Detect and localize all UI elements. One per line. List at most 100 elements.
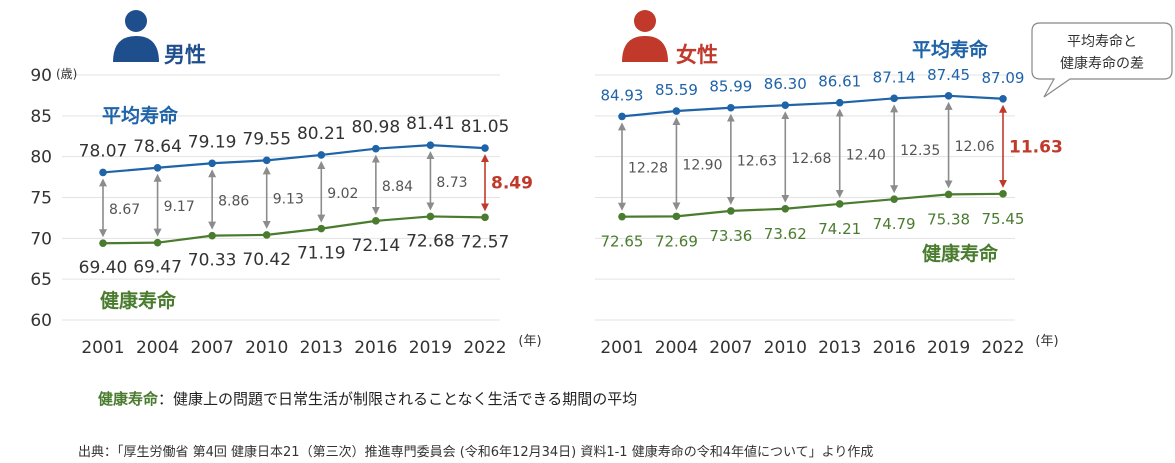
healthy-expectancy-value: 72.14 — [352, 236, 401, 256]
life-expectancy-point — [999, 94, 1007, 103]
healthy-expectancy-point — [208, 231, 216, 240]
healthy-expectancy-line — [621, 192, 1004, 218]
life-expectancy-series-label: 平均寿命 — [102, 104, 179, 127]
life-expectancy-point — [781, 101, 790, 110]
difference-label: 12.35 — [900, 143, 940, 159]
healthy-expectancy-line — [102, 215, 486, 245]
x-tick-label: 2001 — [81, 338, 124, 358]
healthy-expectancy-value: 69.47 — [133, 258, 182, 278]
life-expectancy-value: 78.64 — [133, 137, 182, 157]
life-expectancy-value: 85.99 — [709, 78, 752, 96]
life-expectancy-value: 79.19 — [188, 132, 237, 152]
life-expectancy-value: 80.21 — [297, 124, 346, 144]
panel-title: 女性 — [676, 43, 718, 67]
healthy-expectancy-value: 73.62 — [764, 225, 807, 243]
life-expectancy-point — [99, 168, 107, 177]
x-tick-label: 2019 — [409, 338, 452, 358]
life-expectancy-point — [262, 156, 271, 165]
life-expectancy-value: 81.41 — [406, 114, 455, 134]
difference-label: 9.17 — [164, 199, 195, 215]
healthy-expectancy-point — [372, 217, 380, 225]
healthy-expectancy-point — [317, 224, 326, 233]
difference-label: 11.63 — [1009, 137, 1063, 157]
healthy-expectancy-value: 74.21 — [818, 220, 861, 238]
x-tick-label: 2007 — [191, 338, 234, 358]
difference-label: 12.68 — [791, 151, 831, 167]
life-expectancy-value: 78.07 — [79, 141, 128, 161]
healthy-expectancy-value: 69.40 — [79, 258, 128, 278]
healthy-life-series-label: 健康寿命 — [100, 289, 177, 312]
healthy-expectancy-value: 73.36 — [709, 227, 752, 245]
x-tick-label: 2019 — [927, 338, 970, 358]
life-expectancy-value: 87.14 — [873, 68, 916, 86]
x-tick-label: 2013 — [300, 338, 343, 358]
healthy-expectancy-value: 72.69 — [655, 232, 698, 250]
difference-label: 12.40 — [846, 147, 886, 163]
difference-label: 12.28 — [628, 161, 668, 177]
y-tick-label: 65 — [30, 270, 52, 290]
life-expectancy-point — [481, 144, 489, 152]
healthy-expectancy-value: 75.45 — [982, 210, 1025, 228]
x-tick-label: 2022 — [463, 338, 506, 358]
x-tick-label: 2001 — [600, 338, 643, 358]
healthy-expectancy-point — [426, 212, 435, 221]
y-unit-label: (歳) — [56, 67, 77, 81]
x-tick-label: 2010 — [764, 338, 807, 358]
life-expectancy-value: 79.55 — [242, 129, 291, 149]
x-unit-label: (年) — [1035, 334, 1058, 349]
healthy-expectancy-value: 72.65 — [601, 233, 644, 251]
y-tick-label: 90 — [30, 66, 52, 86]
y-tick-label: 80 — [30, 148, 52, 168]
healthy-expectancy-point — [999, 190, 1007, 198]
footnote: 健康寿命：健康上の問題で日常生活が制限されることなく生活できる期間の平均 — [98, 388, 637, 409]
y-tick-label: 85 — [30, 107, 52, 127]
healthy-expectancy-point — [481, 213, 489, 222]
life-expectancy-point — [372, 144, 380, 153]
healthy-expectancy-point — [99, 239, 107, 248]
life-expectancy-value: 81.05 — [461, 117, 510, 137]
healthy-expectancy-point — [618, 212, 626, 221]
x-tick-label: 2004 — [655, 338, 698, 358]
x-tick-label: 2016 — [354, 338, 397, 358]
life-expectancy-line — [621, 94, 1004, 118]
healthy-expectancy-value: 75.38 — [927, 210, 970, 228]
x-tick-label: 2004 — [136, 338, 179, 358]
difference-label: 8.73 — [436, 175, 467, 191]
y-tick-label: 75 — [30, 189, 52, 209]
male-person-icon — [113, 10, 159, 62]
life-expectancy-value: 87.45 — [927, 66, 970, 84]
panel-title: 男性 — [164, 43, 206, 67]
life-expectancy-line — [102, 144, 486, 174]
callout-text: 平均寿命と健康寿命の差 — [1060, 33, 1144, 72]
healthy-expectancy-value: 72.57 — [461, 232, 510, 252]
x-unit-label: (年) — [518, 334, 541, 349]
female-person-icon — [622, 10, 668, 62]
life-expectancy-value: 85.59 — [655, 81, 698, 99]
x-tick-label: 2022 — [981, 338, 1024, 358]
difference-label: 8.67 — [109, 202, 140, 218]
healthy-expectancy-value: 71.19 — [297, 244, 346, 264]
healthy-expectancy-value: 70.42 — [242, 250, 291, 270]
life-expectancy-point — [153, 163, 162, 172]
life-expectancy-point — [727, 103, 735, 112]
life-expectancy-point — [426, 141, 435, 149]
healthy-expectancy-point — [944, 190, 953, 199]
healthy-life-series-label: 健康寿命 — [922, 242, 999, 265]
difference-label: 8.49 — [491, 174, 533, 194]
source-note: 出典：「厚生労働省 第4回 健康日本21（第三次）推進専門委員会 (令和6年12… — [78, 445, 874, 460]
x-tick-label: 2010 — [245, 338, 288, 358]
life-expectancy-value: 84.93 — [601, 86, 644, 104]
difference-label: 12.06 — [955, 139, 995, 155]
healthy-expectancy-point — [890, 195, 898, 204]
x-tick-label: 2013 — [818, 338, 861, 358]
healthy-expectancy-point — [153, 238, 162, 247]
life-expectancy-value: 87.09 — [982, 69, 1025, 87]
healthy-expectancy-point — [672, 212, 681, 221]
life-expectancy-point — [890, 94, 898, 103]
footnote-text: ：健康上の問題で日常生活が制限されることなく生活できる期間の平均 — [158, 390, 638, 408]
difference-label: 12.90 — [682, 158, 722, 174]
healthy-expectancy-value: 72.68 — [406, 231, 455, 251]
life-expectancy-value: 86.30 — [764, 75, 807, 93]
life-expectancy-point — [835, 98, 844, 107]
